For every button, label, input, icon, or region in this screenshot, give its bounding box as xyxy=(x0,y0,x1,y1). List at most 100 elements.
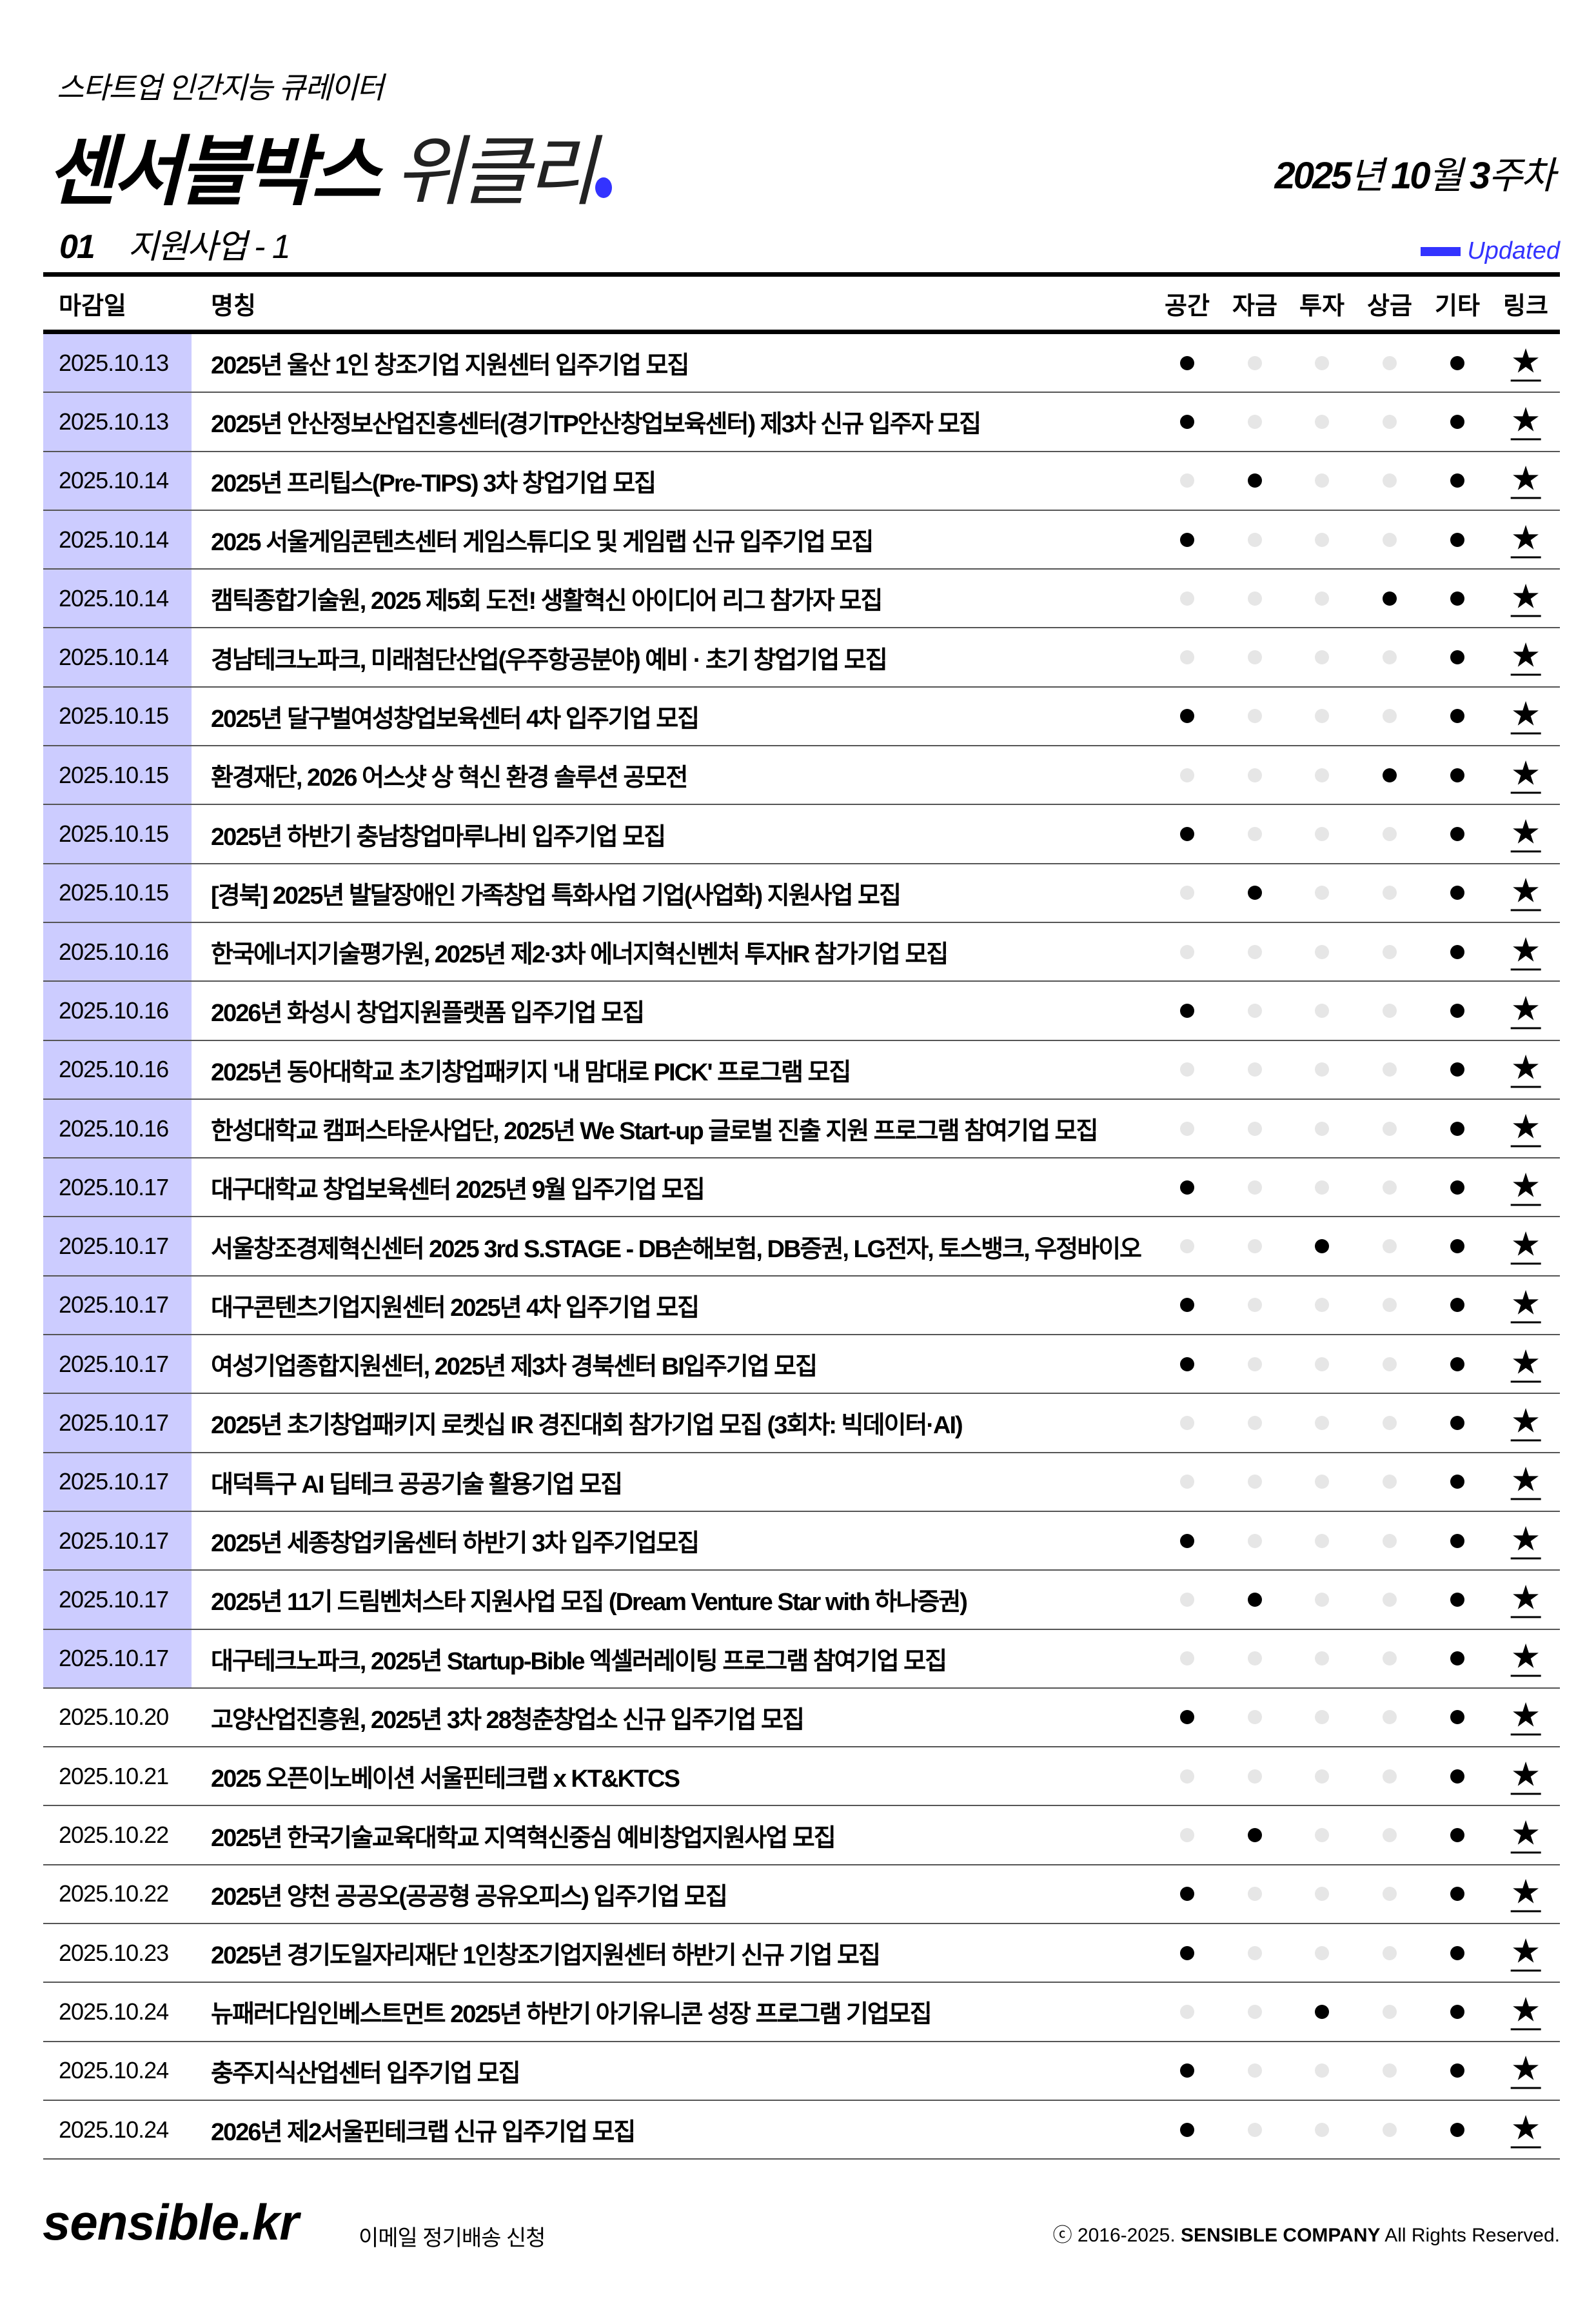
flag-space-off-icon xyxy=(1180,1475,1194,1489)
table-body: 2025.10.13 2025년 울산 1인 창조기업 지원센터 입주기업 모집 ★… xyxy=(43,334,1560,2160)
flag-fund-off-icon xyxy=(1248,1062,1262,1077)
footer-logo[interactable]: sensible.kr xyxy=(43,2194,299,2251)
flag-invest-off-icon xyxy=(1315,1003,1329,1018)
link-star-icon[interactable]: ★ xyxy=(1510,637,1541,676)
row-date: 2025.10.17 xyxy=(43,1335,192,1393)
col-invest: 투자 xyxy=(1299,292,1345,320)
flag-etc-on-icon xyxy=(1450,650,1464,665)
link-star-icon[interactable]: ★ xyxy=(1510,1638,1541,1677)
flag-etc-on-icon xyxy=(1450,1533,1464,1548)
flag-invest-off-icon xyxy=(1315,944,1329,959)
table-row: 2025.10.23 2025년 경기도일자리재단 1인창조기업지원센터 하반기 … xyxy=(43,1924,1560,1983)
flag-prize-off-icon xyxy=(1383,1651,1397,1666)
flag-invest-off-icon xyxy=(1315,1062,1329,1077)
flag-space-off-icon xyxy=(1180,944,1194,959)
row-name: 2025년 동아대학교 초기창업패키지 '내 맘대로 PICK' 프로그램 모집 xyxy=(211,1059,851,1086)
flag-invest-off-icon xyxy=(1315,1828,1329,1843)
flag-space-on-icon xyxy=(1180,1298,1194,1313)
flag-space-on-icon xyxy=(1180,1887,1194,1902)
link-star-icon[interactable]: ★ xyxy=(1510,1284,1541,1324)
link-star-icon[interactable]: ★ xyxy=(1510,1933,1541,1972)
flag-etc-on-icon xyxy=(1450,1357,1464,1371)
rights-text: All Rights Reserved. xyxy=(1384,2225,1560,2246)
link-star-icon[interactable]: ★ xyxy=(1510,1520,1541,1560)
flag-prize-off-icon xyxy=(1383,355,1397,370)
section-title: 지원사업 xyxy=(128,228,247,266)
link-star-icon[interactable]: ★ xyxy=(1510,990,1541,1029)
week-num: 3 xyxy=(1470,155,1490,197)
link-star-icon[interactable]: ★ xyxy=(1510,519,1541,559)
link-star-icon[interactable]: ★ xyxy=(1510,1167,1541,1206)
link-star-icon[interactable]: ★ xyxy=(1510,1991,1541,2031)
link-star-icon[interactable]: ★ xyxy=(1510,1696,1541,1736)
flag-fund-off-icon xyxy=(1248,1769,1262,1784)
flag-invest-off-icon xyxy=(1315,1121,1329,1136)
row-name: 한성대학교 캠퍼스타운사업단, 2025년 We Start-up 글로벌 진출… xyxy=(211,1118,1098,1145)
section-suffix: - 1 xyxy=(254,228,291,266)
row-name: 충주지식산업센터 입주기업 모집 xyxy=(211,2060,521,2087)
link-star-icon[interactable]: ★ xyxy=(1510,695,1541,735)
link-star-icon[interactable]: ★ xyxy=(1510,1344,1541,1383)
link-star-icon[interactable]: ★ xyxy=(1510,1402,1541,1442)
flag-invest-off-icon xyxy=(1315,1769,1329,1784)
table-row: 2025.10.17 대덕특구 AI 딥테크 공공기술 활용기업 모집 ★ xyxy=(43,1453,1560,1512)
col-name: 명칭 xyxy=(211,292,256,320)
flag-etc-on-icon xyxy=(1450,827,1464,842)
row-name: 환경재단, 2026 어스샷 상 혁신 환경 솔루션 공모전 xyxy=(211,764,688,792)
link-star-icon[interactable]: ★ xyxy=(1510,813,1541,853)
row-date: 2025.10.15 xyxy=(43,805,192,863)
flag-prize-off-icon xyxy=(1383,1239,1397,1254)
link-star-icon[interactable]: ★ xyxy=(1510,343,1541,382)
link-star-icon[interactable]: ★ xyxy=(1510,2050,1541,2089)
flag-prize-off-icon xyxy=(1383,1887,1397,1902)
link-star-icon[interactable]: ★ xyxy=(1510,1461,1541,1500)
flag-prize-off-icon xyxy=(1383,2004,1397,2019)
row-name: 여성기업종합지원센터, 2025년 제3차 경북센터 BI입주기업 모집 xyxy=(211,1353,818,1381)
subscribe-link[interactable]: 이메일 정기배송 신청 xyxy=(359,2226,546,2251)
flag-fund-off-icon xyxy=(1248,2122,1262,2137)
link-star-icon[interactable]: ★ xyxy=(1510,1579,1541,1618)
row-name: 2025년 하반기 충남창업마루나비 입주기업 모집 xyxy=(211,823,666,851)
row-name: 2026년 제2서울핀테크랩 신규 입주기업 모집 xyxy=(211,2119,636,2147)
link-star-icon[interactable]: ★ xyxy=(1510,460,1541,499)
table-row: 2025.10.20 고양산업진흥원, 2025년 3차 28청춘창업소 신규 입… xyxy=(43,1689,1560,1748)
link-star-icon[interactable]: ★ xyxy=(1510,1049,1541,1088)
row-name: 대구대학교 창업보육센터 2025년 9월 입주기업 모집 xyxy=(211,1177,705,1204)
link-star-icon[interactable]: ★ xyxy=(1510,2109,1541,2149)
row-name: 2025년 안산정보산업진흥센터(경기TP안산창업보육센터) 제3차 신규 입주… xyxy=(211,411,981,439)
row-name: 2026년 화성시 창업지원플랫폼 입주기업 모집 xyxy=(211,1000,645,1028)
row-name: 2025년 달구벌여성창업보육센터 4차 입주기업 모집 xyxy=(211,705,700,733)
flag-space-on-icon xyxy=(1180,2063,1194,2078)
programs-table: 마감일 명칭 공간 자금 투자 상금 기타 링크 2025.10.13 2025년… xyxy=(43,272,1560,2160)
row-date: 2025.10.15 xyxy=(43,687,192,746)
row-date: 2025.10.14 xyxy=(43,510,192,569)
flag-fund-off-icon xyxy=(1248,1710,1262,1725)
flag-space-on-icon xyxy=(1180,1710,1194,1725)
flag-etc-on-icon xyxy=(1450,1475,1464,1489)
row-name: 2025년 한국기술교육대학교 지역혁신중심 예비창업지원사업 모집 xyxy=(211,1824,836,1852)
flag-space-off-icon xyxy=(1180,1239,1194,1254)
link-star-icon[interactable]: ★ xyxy=(1510,872,1541,911)
col-date: 마감일 xyxy=(59,292,126,320)
link-star-icon[interactable]: ★ xyxy=(1510,578,1541,617)
flag-fund-off-icon xyxy=(1248,827,1262,842)
link-star-icon[interactable]: ★ xyxy=(1510,1226,1541,1265)
row-date: 2025.10.24 xyxy=(59,1998,169,2025)
row-name: 2025년 울산 1인 창조기업 지원센터 입주기업 모집 xyxy=(211,352,689,380)
link-star-icon[interactable]: ★ xyxy=(1510,1814,1541,1854)
flag-space-on-icon xyxy=(1180,1180,1194,1195)
flag-etc-on-icon xyxy=(1450,1062,1464,1077)
row-name: 대구테크노파크, 2025년 Startup-Bible 엑셀러레이팅 프로그램… xyxy=(211,1647,947,1675)
link-star-icon[interactable]: ★ xyxy=(1510,1756,1541,1795)
flag-etc-on-icon xyxy=(1450,1651,1464,1666)
flag-invest-off-icon xyxy=(1315,709,1329,724)
flag-etc-on-icon xyxy=(1450,591,1464,606)
link-star-icon[interactable]: ★ xyxy=(1510,755,1541,794)
link-star-icon[interactable]: ★ xyxy=(1510,1108,1541,1147)
table-row: 2025.10.17 2025년 세종창업키움센터 하반기 3차 입주기업모집 ★ xyxy=(43,1511,1560,1571)
flag-prize-on-icon xyxy=(1383,591,1397,606)
link-star-icon[interactable]: ★ xyxy=(1510,1873,1541,1913)
link-star-icon[interactable]: ★ xyxy=(1510,401,1541,441)
link-star-icon[interactable]: ★ xyxy=(1510,931,1541,971)
title-light: 위클리 xyxy=(394,130,597,215)
